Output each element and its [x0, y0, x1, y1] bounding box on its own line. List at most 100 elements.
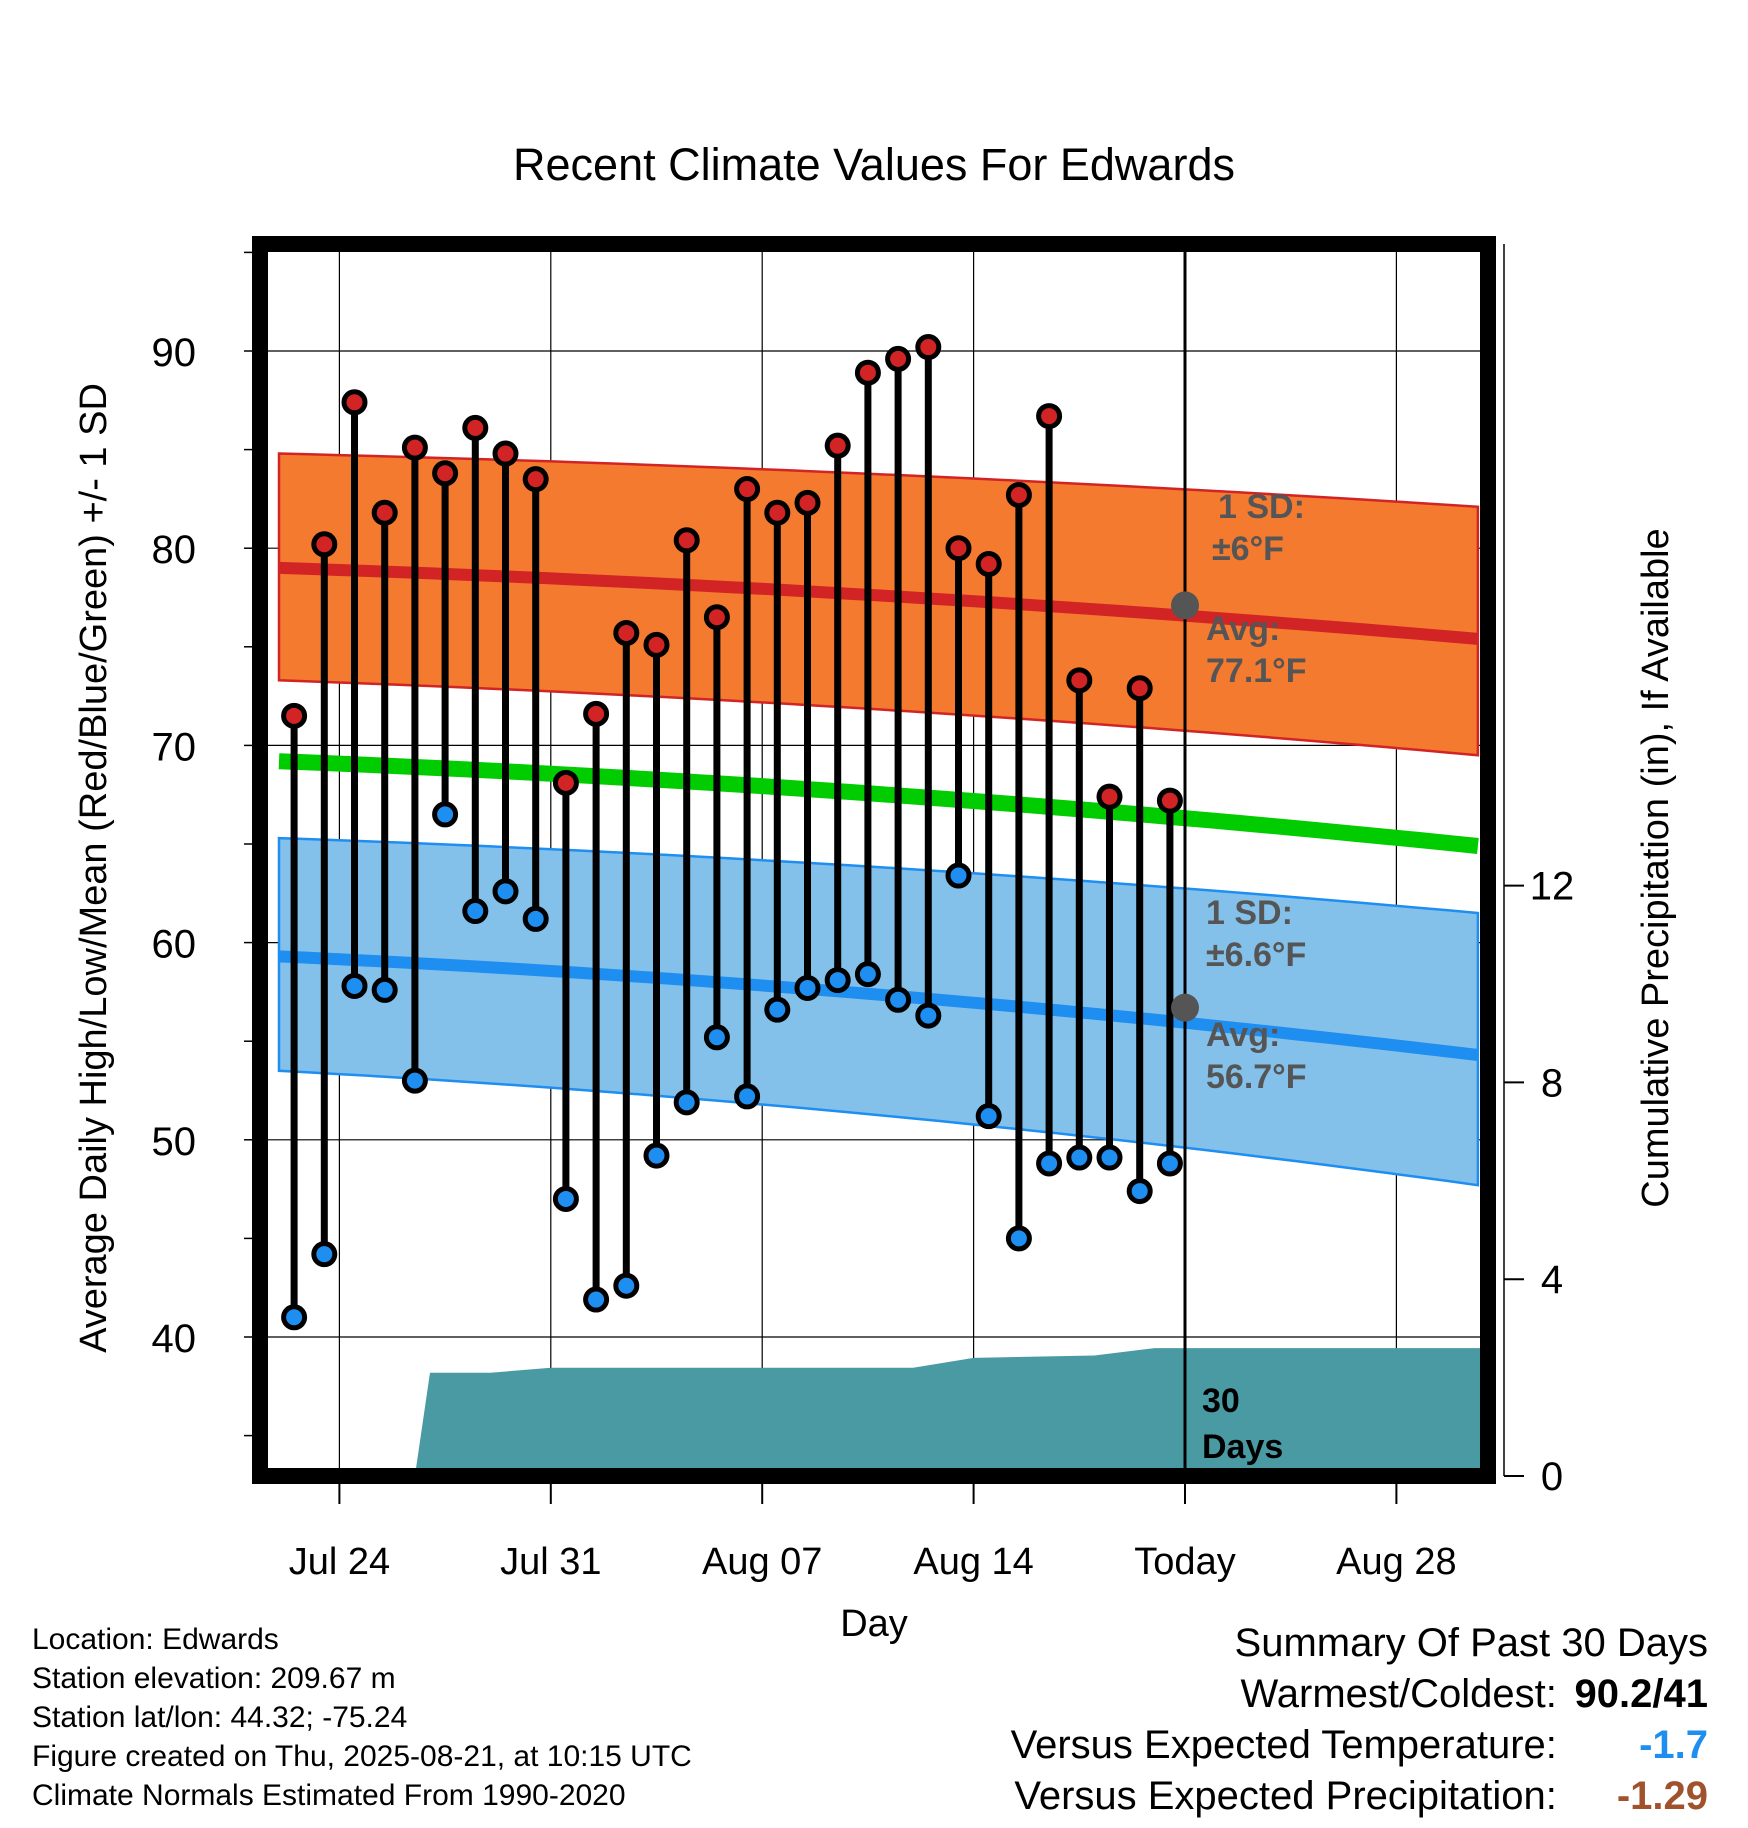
daily-high-point [432, 460, 459, 487]
daily-low-point [764, 996, 791, 1023]
daily-low-point [673, 1089, 700, 1116]
precip-departure-value: -1.29 [1616, 1774, 1708, 1818]
high-avg-label: Avg: [1206, 610, 1280, 648]
daily-low-point [311, 1241, 338, 1268]
daily-low-point [975, 1103, 1002, 1130]
daily-high-point [854, 359, 881, 386]
daily-high-point [492, 440, 519, 467]
daily-low-point [1156, 1150, 1183, 1177]
daily-high-point [1156, 787, 1183, 814]
daily-high-point [552, 769, 579, 796]
daily-low-point [1005, 1225, 1032, 1252]
daily-low-point [734, 1083, 761, 1110]
daily-high-point [1096, 783, 1123, 810]
high-sd-value: ±6°F [1212, 530, 1284, 568]
daily-high-point [975, 550, 1002, 577]
daily-low-point [885, 986, 912, 1013]
daily-low-point [371, 976, 398, 1003]
daily-high-point [945, 535, 972, 562]
station-info: Location: Edwards Station elevation: 209… [32, 1620, 692, 1815]
daily-high-point [734, 476, 761, 503]
y-tick-label: 40 [152, 1317, 197, 1361]
summary-title: Summary Of Past 30 Days [1234, 1621, 1708, 1665]
daily-low-point [1126, 1178, 1153, 1205]
precip-days-word: Days [1202, 1428, 1283, 1466]
daily-high-point [462, 414, 489, 441]
y2-tick-label: 0 [1541, 1455, 1563, 1499]
daily-low-point [1096, 1144, 1123, 1171]
x-axis-label: Day [840, 1603, 908, 1645]
high-sd-label: 1 SD: [1218, 488, 1305, 526]
y2-tick-label: 4 [1541, 1258, 1563, 1302]
plot-frame [252, 236, 1496, 1484]
daily-high-point [824, 432, 851, 459]
y2-tick-label: 12 [1530, 865, 1575, 909]
x-tick-label: Today [1134, 1541, 1235, 1583]
summary-panel: Summary Of Past 30 Days Warmest/Coldest:… [1011, 1618, 1708, 1822]
precip-area [414, 1348, 1487, 1476]
summary-warmest-row: Warmest/Coldest: 90.2/41 [1011, 1669, 1709, 1720]
x-tick-label: Aug 07 [702, 1541, 822, 1583]
daily-low-point [401, 1067, 428, 1094]
daily-low-point [703, 1024, 730, 1051]
y-axis-label: Average Daily High/Low/Mean (Red/Blue/Gr… [73, 383, 115, 1353]
daily-low-point [1036, 1150, 1063, 1177]
summary-temp-row: Versus Expected Temperature: -1.7 [1011, 1720, 1708, 1771]
daily-high-point [613, 619, 640, 646]
daily-low-point [794, 974, 821, 1001]
daily-high-point [401, 434, 428, 461]
today-normal-high-point [1171, 591, 1199, 620]
daily-high-point [915, 334, 942, 361]
warmest-value: 90.2/41 [1574, 1672, 1708, 1716]
y-tick-label: 80 [152, 528, 197, 572]
latlon-text: Station lat/lon: 44.32; -75.24 [32, 1701, 408, 1734]
daily-low-point [613, 1272, 640, 1299]
precip-departure-label: Versus Expected Precipitation: [1014, 1774, 1557, 1818]
x-tick-label: Jul 24 [289, 1541, 390, 1583]
elevation-text: Station elevation: 209.67 m [32, 1662, 396, 1695]
daily-high-point [703, 604, 730, 631]
x-tick-label: Jul 31 [500, 1541, 601, 1583]
chart-title: Recent Climate Values For Edwards [513, 139, 1235, 190]
low-sd-band [277, 836, 1480, 1187]
daily-low-point [432, 801, 459, 828]
y-tick-label: 50 [152, 1120, 197, 1164]
daily-high-point [522, 466, 549, 493]
daily-low-point [583, 1286, 610, 1313]
daily-low-point [462, 898, 489, 925]
low-sd-label: 1 SD: [1206, 894, 1293, 932]
precip-days-number: 30 [1202, 1382, 1240, 1420]
daily-high-point [1126, 675, 1153, 702]
daily-high-point [583, 700, 610, 727]
daily-high-point [673, 527, 700, 554]
x-tick-label: Aug 14 [913, 1541, 1033, 1583]
temp-departure-value: -1.7 [1639, 1723, 1708, 1767]
warmest-label: Warmest/Coldest: [1240, 1672, 1557, 1716]
daily-high-point [311, 531, 338, 558]
today-normal-low-point [1171, 993, 1199, 1022]
daily-low-point [341, 972, 368, 999]
low-avg-value: 56.7°F [1206, 1058, 1307, 1096]
normals-text: Climate Normals Estimated From 1990-2020 [32, 1779, 626, 1812]
daily-low-point [945, 862, 972, 889]
y2-tick-label: 8 [1541, 1061, 1563, 1105]
y-tick-label: 90 [152, 331, 197, 375]
location-text: Location: Edwards [32, 1623, 279, 1656]
y-tick-label: 70 [152, 725, 197, 769]
daily-high-point [281, 702, 308, 729]
created-text: Figure created on Thu, 2025-08-21, at 10… [32, 1740, 692, 1773]
temp-departure-label: Versus Expected Temperature: [1010, 1723, 1557, 1767]
daily-low-point [915, 1002, 942, 1029]
daily-low-point [492, 878, 519, 905]
daily-low-point [824, 967, 851, 994]
daily-high-point [764, 499, 791, 526]
daily-high-point [643, 631, 670, 658]
daily-low-point [281, 1304, 308, 1331]
daily-high-point [885, 345, 912, 372]
plot-area: 1 SD: ±6°F Avg: 77.1°F 1 SD: ±6.6°F Avg: 56.7°F… [152, 236, 1575, 1583]
daily-high-point [1005, 481, 1032, 508]
daily-high-point [1036, 403, 1063, 430]
y2-axis-label: Cumulative Precipitation (in), If Availa… [1635, 528, 1677, 1207]
daily-low-point [1066, 1144, 1093, 1171]
